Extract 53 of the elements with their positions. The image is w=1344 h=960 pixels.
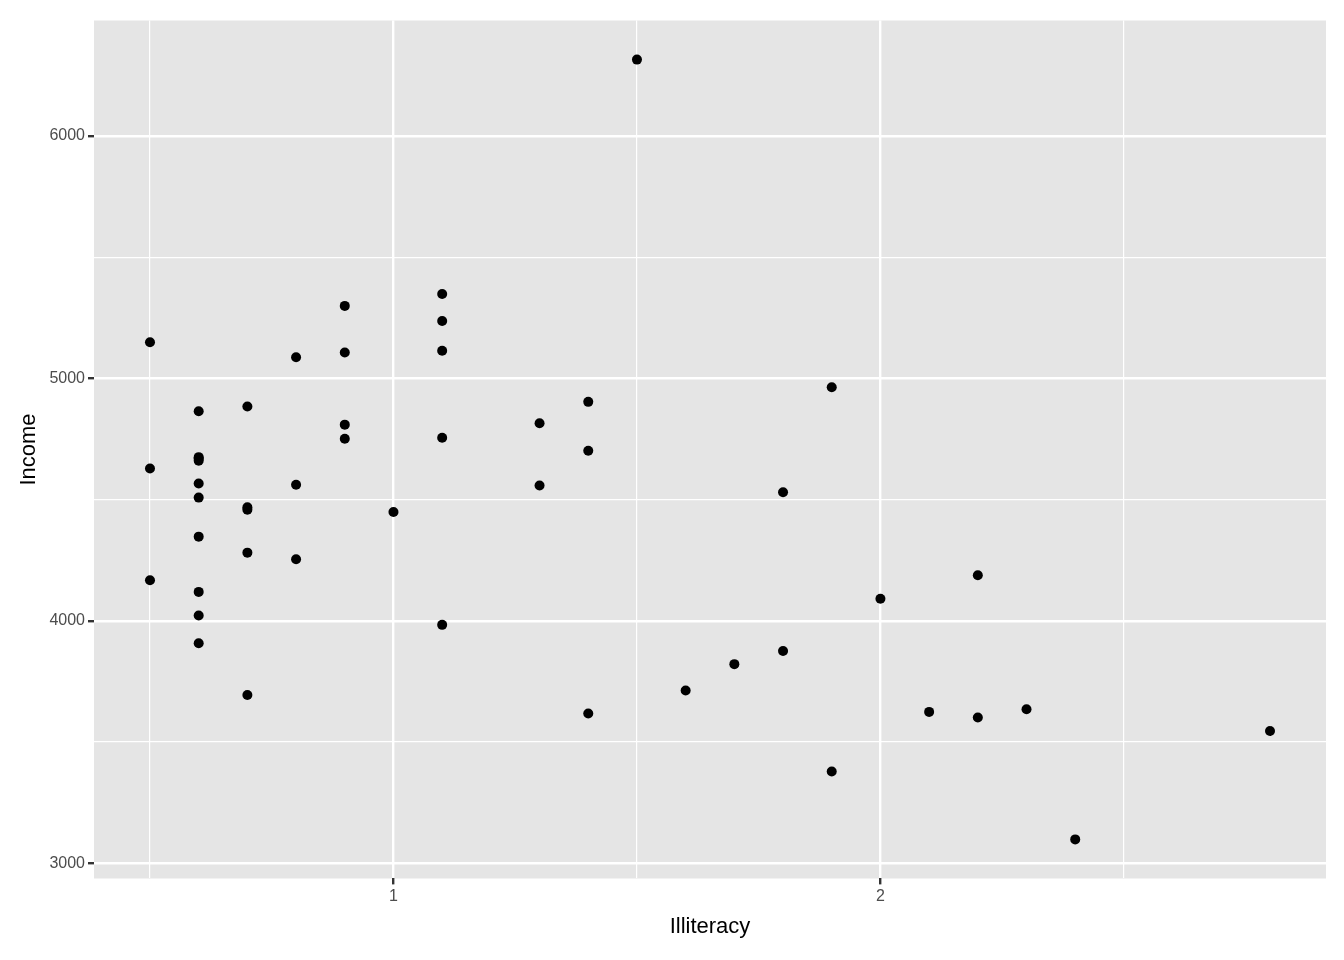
- point: [680, 685, 691, 696]
- y-axis-title: Income: [15, 413, 41, 486]
- point: [875, 593, 886, 604]
- point: [339, 433, 350, 444]
- point: [972, 570, 983, 581]
- point: [339, 300, 350, 311]
- point: [534, 418, 545, 429]
- point: [729, 659, 740, 670]
- point: [437, 289, 448, 300]
- x-tick-label: 2: [875, 887, 885, 905]
- point: [583, 708, 594, 719]
- point: [583, 396, 594, 407]
- point: [826, 382, 837, 393]
- y-tick-label: 6000: [49, 126, 86, 144]
- point: [437, 315, 448, 326]
- point: [1265, 726, 1275, 737]
- point: [778, 646, 789, 657]
- point: [534, 480, 545, 491]
- point: [437, 345, 448, 356]
- point: [242, 689, 253, 700]
- point: [242, 547, 253, 558]
- x-tick-label: 1: [389, 887, 399, 905]
- point: [583, 445, 594, 456]
- y-tick-label: 3000: [49, 853, 86, 871]
- point: [826, 766, 837, 777]
- point: [631, 54, 642, 65]
- point: [972, 712, 983, 723]
- point: [242, 401, 253, 412]
- point: [291, 352, 302, 363]
- point: [144, 575, 155, 586]
- point: [437, 432, 448, 443]
- point: [339, 347, 350, 358]
- point: [144, 337, 155, 348]
- point: [388, 506, 399, 517]
- point: [193, 531, 204, 542]
- point: [193, 638, 204, 649]
- point: [778, 487, 789, 498]
- point: [193, 586, 204, 597]
- point: [1021, 704, 1032, 715]
- point: [339, 419, 350, 430]
- x-axis-title: Illiteracy: [669, 912, 751, 938]
- point: [291, 554, 302, 565]
- point: [193, 492, 204, 503]
- point: [291, 479, 302, 490]
- point: [437, 619, 448, 630]
- y-tick-label: 4000: [49, 611, 86, 629]
- y-tick-label: 5000: [49, 368, 86, 386]
- point: [193, 406, 204, 417]
- point: [144, 463, 155, 474]
- point: [193, 478, 204, 489]
- point: [193, 610, 204, 621]
- point: [1070, 834, 1081, 845]
- point: [924, 706, 935, 717]
